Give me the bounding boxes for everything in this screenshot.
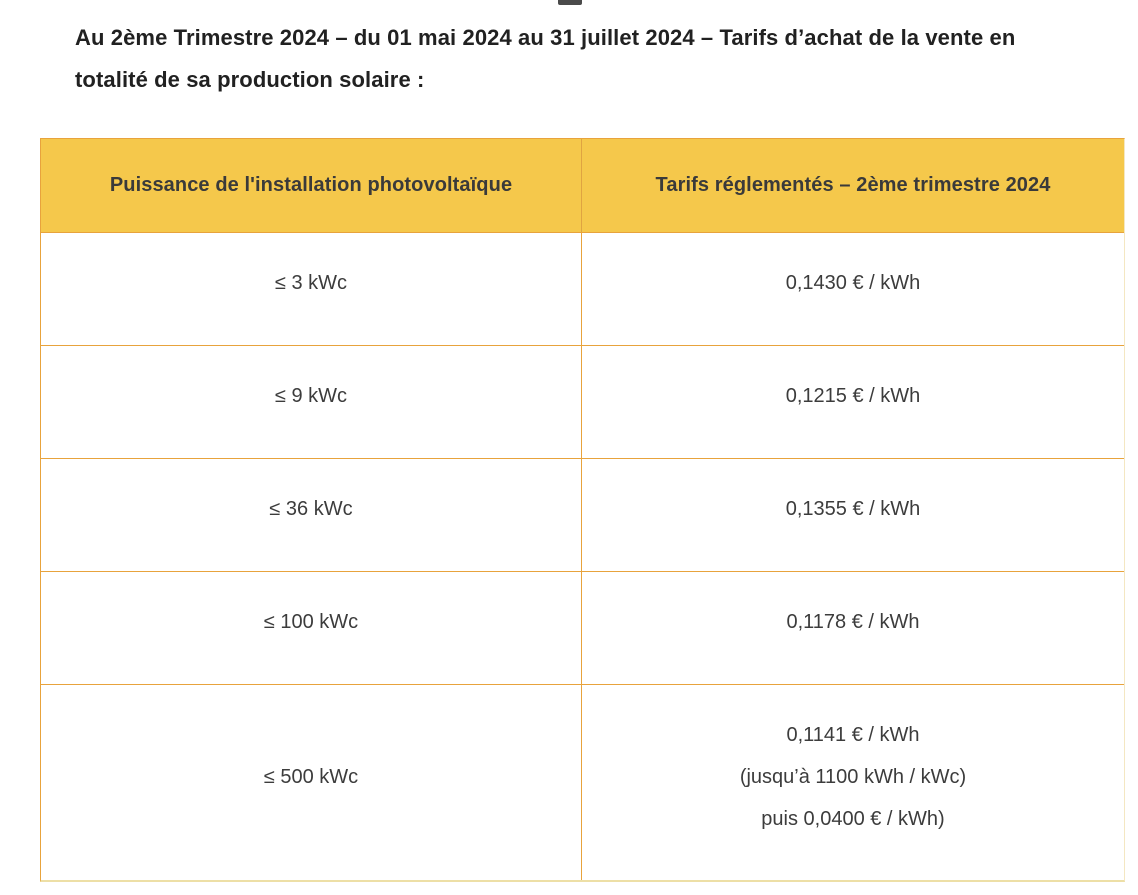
power-cell: ≤ 9 kWc bbox=[41, 345, 581, 458]
tariff-line: 0,1141 € / kWh bbox=[786, 724, 920, 746]
tariff-cell: 0,1430 € / kWh bbox=[581, 232, 1124, 345]
table-row: ≤ 9 kWc 0,1215 € / kWh bbox=[41, 345, 1124, 458]
tariff-cell: 0,1178 € / kWh bbox=[581, 571, 1124, 684]
tariff-cell: 0,1215 € / kWh bbox=[581, 345, 1124, 458]
header-tariff-column: Tarifs réglementés – 2ème trimestre 2024 bbox=[581, 139, 1124, 232]
power-cell: ≤ 3 kWc bbox=[41, 232, 581, 345]
header-power-column: Puissance de l'installation photovoltaïq… bbox=[41, 139, 581, 232]
power-cell: ≤ 100 kWc bbox=[41, 571, 581, 684]
table-row: ≤ 3 kWc 0,1430 € / kWh bbox=[41, 232, 1124, 345]
power-cell: ≤ 36 kWc bbox=[41, 458, 581, 571]
intro-paragraph: Au 2ème Trimestre 2024 – du 01 mai 2024 … bbox=[75, 25, 1016, 92]
table-header-row: Puissance de l'installation photovoltaïq… bbox=[41, 139, 1124, 232]
tariff-table: Puissance de l'installation photovoltaïq… bbox=[40, 138, 1125, 882]
power-cell: ≤ 500 kWc bbox=[41, 684, 581, 880]
tariff-cell: 0,1355 € / kWh bbox=[581, 458, 1124, 571]
table-row: ≤ 100 kWc 0,1178 € / kWh bbox=[41, 571, 1124, 684]
tariff-cell: 0,1141 € / kWh (jusqu’à 1100 kWh / kWc) … bbox=[581, 684, 1124, 880]
cropped-top-artifact bbox=[558, 0, 582, 5]
tariff-line: puis 0,0400 € / kWh) bbox=[761, 808, 945, 830]
table-row: ≤ 500 kWc 0,1141 € / kWh (jusqu’à 1100 k… bbox=[41, 684, 1124, 880]
tariff-line: (jusqu’à 1100 kWh / kWc) bbox=[739, 766, 967, 788]
table-row: ≤ 36 kWc 0,1355 € / kWh bbox=[41, 458, 1124, 571]
